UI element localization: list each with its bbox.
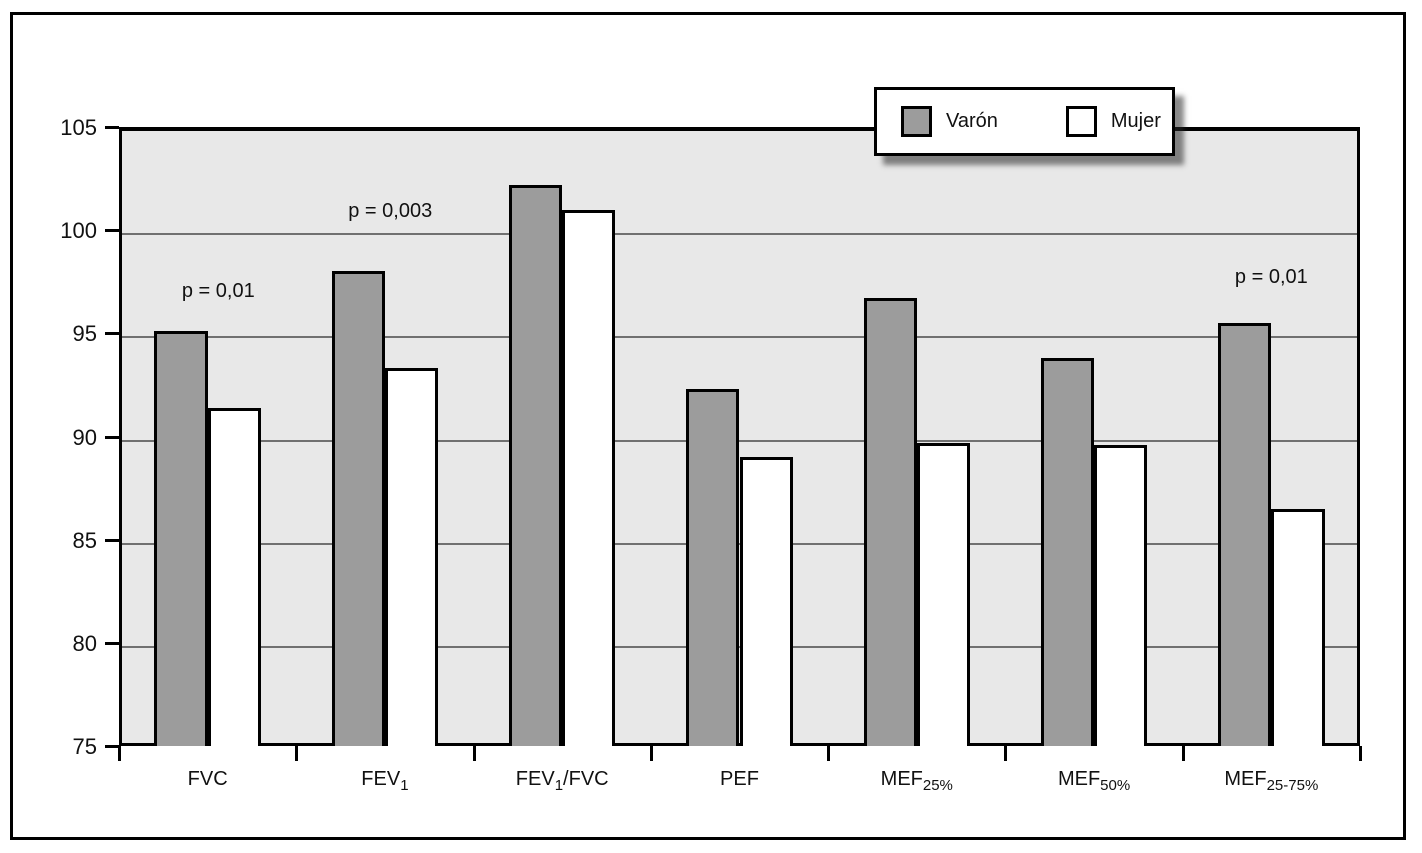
x-axis-tick-1: [295, 746, 299, 761]
y-axis-label-100: 100: [60, 218, 97, 244]
bar-mujer-mef25-75%: [1271, 508, 1325, 746]
y-axis-tick-85: [105, 538, 119, 542]
legend: Varón Mujer: [874, 87, 1175, 156]
x-axis-tick-0: [118, 746, 121, 761]
y-axis-tick-75: [105, 745, 119, 748]
y-axis-tick-100: [105, 229, 119, 233]
bar-varón-fev1: [331, 271, 385, 746]
x-axis-category-label: PEF: [720, 768, 759, 790]
legend-swatch-varon: [901, 106, 932, 137]
y-axis-label-85: 85: [72, 527, 97, 553]
y-axis-tick-80: [105, 641, 119, 645]
y-axis-tick-95: [105, 332, 119, 336]
legend-swatch-mujer: [1065, 106, 1097, 137]
x-axis-tick-5: [1004, 746, 1008, 761]
y-axis-label-75: 75: [72, 734, 97, 759]
x-axis-tick-4: [827, 746, 831, 761]
y-axis-label-95: 95: [72, 321, 97, 347]
bar-mujer-mef25%: [916, 442, 970, 746]
x-axis-category-label: FEV1/FVC: [515, 768, 609, 794]
gridline-90: [122, 439, 1357, 442]
bar-varón-mef50%: [1040, 358, 1095, 746]
bar-varón-mef25-75%: [1218, 323, 1272, 746]
bar-mujer-pef: [739, 457, 793, 746]
y-axis-tick-105: [105, 126, 119, 129]
bar-mujer-fvc: [207, 407, 261, 746]
x-axis-category-label: FEV1: [361, 768, 409, 794]
x-axis-tick-6: [1181, 746, 1185, 761]
y-axis-tick-90: [105, 435, 119, 439]
y-axis-label-105: 105: [60, 115, 97, 140]
x-axis-tick-7: [1359, 746, 1362, 761]
bar-mujer-mef50%: [1094, 444, 1148, 746]
bar-varón-mef25%: [863, 298, 917, 746]
legend-label-varon: Varón: [946, 110, 998, 132]
legend-item-varon: Varón: [901, 106, 998, 137]
p-value-annotation: p = 0,003: [348, 199, 433, 222]
y-axis-label-90: 90: [72, 424, 97, 450]
legend-item-mujer: Mujer: [1065, 106, 1161, 137]
bar-mujer-fev1: [384, 368, 439, 746]
x-axis-category-label: MEF25%: [880, 768, 953, 794]
bar-varón-fvc: [154, 331, 208, 746]
x-axis-category-label: MEF50%: [1057, 768, 1131, 794]
p-value-annotation: p = 0,01: [181, 280, 255, 303]
p-value-annotation: p = 0,01: [1234, 265, 1308, 288]
figure-frame: 75 80 85 90 95 100 105 FVC FEV1 FEV1/FVC PEF MEF25…: [10, 12, 1406, 840]
x-axis-category-label: MEF25-75%: [1224, 768, 1319, 794]
bar-mujer-fev1/fvc: [562, 209, 616, 746]
bar-varón-pef: [686, 389, 740, 746]
gridline-100: [122, 233, 1357, 236]
x-axis-category-label: FVC: [187, 768, 228, 790]
gridline-95: [122, 336, 1357, 339]
bar-varón-fev1/fvc: [509, 184, 563, 746]
x-axis-tick-2: [472, 746, 476, 761]
legend-label-mujer: Mujer: [1110, 110, 1161, 132]
y-axis-label-80: 80: [72, 630, 97, 656]
x-axis-tick-3: [649, 746, 653, 761]
